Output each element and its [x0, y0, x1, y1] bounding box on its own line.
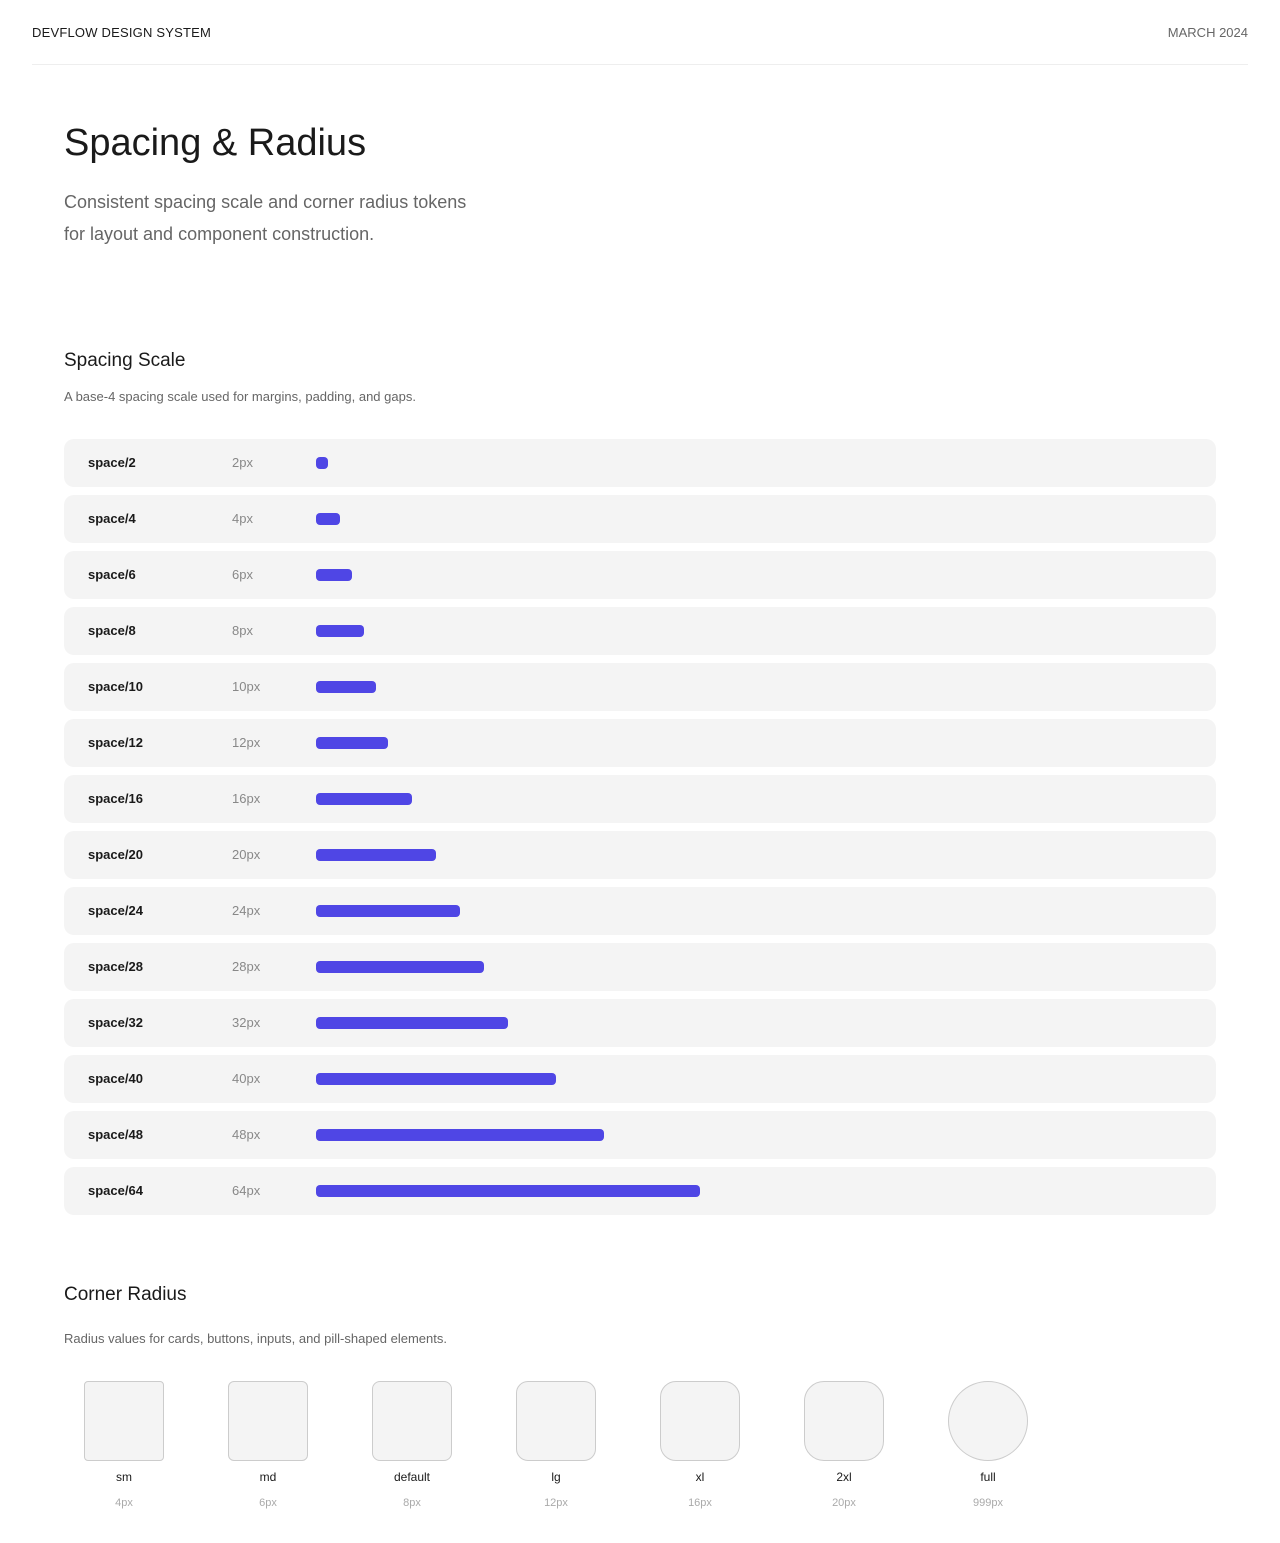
spacing-row: space/64 64px: [64, 1167, 1216, 1215]
token-value: 12px: [544, 1497, 568, 1509]
token-name: space/32: [88, 1015, 143, 1030]
token-name: space/48: [88, 1127, 143, 1142]
token-name: default: [393, 1470, 431, 1484]
token-name: space/24: [88, 903, 143, 918]
token-name: lg: [551, 1470, 561, 1484]
spacing-bar: [316, 1017, 508, 1029]
token-value: 20px: [232, 847, 261, 862]
spacing-row: space/12 12px: [64, 719, 1216, 767]
spacing-row: space/16 16px: [64, 775, 1216, 823]
spacing-bar: [316, 513, 340, 525]
token-name: full: [980, 1470, 996, 1484]
spacing-bar: [316, 1073, 556, 1085]
spacing-bar: [316, 961, 484, 973]
spacing-bar: [316, 737, 388, 749]
token-name: space/64: [88, 1183, 143, 1198]
token-name: space/12: [88, 735, 143, 750]
token-value: 4px: [232, 511, 253, 526]
divider: [32, 64, 1248, 65]
spacing-bar: [316, 793, 412, 805]
token-value: 999px: [973, 1497, 1003, 1509]
token-name: 2xl: [836, 1470, 852, 1484]
brand: DEVFLOW DESIGN SYSTEM: [32, 25, 212, 40]
token-name: space/16: [88, 791, 143, 806]
token-value: 40px: [232, 1071, 261, 1086]
token-value: 32px: [232, 1015, 261, 1030]
radius-swatch: [660, 1381, 740, 1461]
spacing-bar: [316, 681, 376, 693]
section-description: Radius values for cards, buttons, inputs…: [64, 1331, 447, 1346]
page-title: Spacing & Radius: [64, 122, 367, 164]
token-name: space/28: [88, 959, 143, 974]
spacing-row: space/48 48px: [64, 1111, 1216, 1159]
token-name: sm: [116, 1470, 132, 1484]
page-description: Consistent spacing scale and corner radi…: [64, 192, 467, 244]
spacing-row: space/32 32px: [64, 999, 1216, 1047]
token-name: space/10: [88, 679, 143, 694]
spacing-bar: [316, 905, 460, 917]
token-value: 6px: [232, 567, 253, 582]
token-value: 8px: [403, 1497, 421, 1509]
token-value: 48px: [232, 1127, 261, 1142]
token-name: md: [259, 1470, 277, 1484]
token-value: 20px: [832, 1497, 856, 1509]
spacing-row: space/8 8px: [64, 607, 1216, 655]
token-value: 16px: [232, 791, 261, 806]
radius-swatch: [804, 1381, 884, 1461]
spacing-bar: [316, 625, 364, 637]
token-value: 6px: [259, 1497, 277, 1509]
spacing-bar: [316, 569, 352, 581]
spacing-row: space/4 4px: [64, 495, 1216, 543]
radius-swatch: [948, 1381, 1028, 1461]
spacing-row: space/28 28px: [64, 943, 1216, 991]
radius-swatch: [516, 1381, 596, 1461]
token-value: 10px: [232, 679, 261, 694]
token-value: 12px: [232, 735, 261, 750]
token-value: 2px: [232, 455, 253, 470]
spacing-row: space/2 2px: [64, 439, 1216, 487]
token-value: 8px: [232, 623, 253, 638]
spacing-row: space/6 6px: [64, 551, 1216, 599]
spacing-bar: [316, 1129, 604, 1141]
spacing-bar: [316, 457, 328, 469]
radius-swatch: [84, 1381, 164, 1461]
token-name: space/40: [88, 1071, 143, 1086]
date: MARCH 2024: [1167, 25, 1248, 40]
token-value: 64px: [232, 1183, 261, 1198]
radius-swatch: [372, 1381, 452, 1461]
token-value: 24px: [232, 903, 261, 918]
section-description: A base-4 spacing scale used for margins,…: [64, 389, 416, 404]
spacing-row: space/24 24px: [64, 887, 1216, 935]
token-value: 16px: [688, 1497, 712, 1509]
token-name: space/6: [88, 567, 136, 582]
radius-swatch: [228, 1381, 308, 1461]
spacing-bar: [316, 849, 436, 861]
spacing-row: space/20 20px: [64, 831, 1216, 879]
token-value: 28px: [232, 959, 261, 974]
section-title: Spacing Scale: [64, 350, 186, 371]
token-value: 4px: [115, 1497, 133, 1509]
token-name: space/2: [88, 455, 136, 470]
spacing-row: space/40 40px: [64, 1055, 1216, 1103]
token-name: space/8: [88, 623, 136, 638]
token-name: xl: [695, 1470, 705, 1484]
spacing-row: space/10 10px: [64, 663, 1216, 711]
spacing-bar: [316, 1185, 700, 1197]
token-name: space/20: [88, 847, 143, 862]
section-title: Corner Radius: [64, 1284, 187, 1305]
token-name: space/4: [88, 511, 136, 526]
